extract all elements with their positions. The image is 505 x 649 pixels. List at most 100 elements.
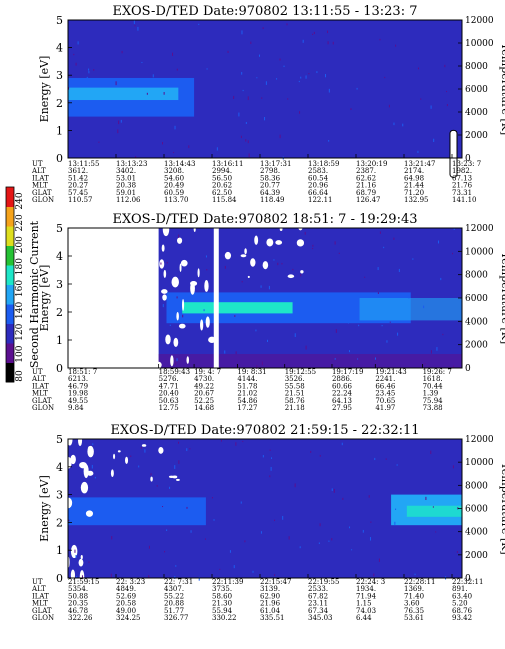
table-cell: 60.66: [332, 382, 353, 390]
speckle: [247, 140, 249, 144]
table-cell: 52.69: [116, 592, 136, 600]
speckle: [452, 465, 454, 469]
table-cell: 13:21:47: [404, 160, 435, 168]
table-cell: 335.51: [260, 614, 285, 622]
table-cell: 13:16:11: [212, 160, 243, 168]
table-cell: 46.78: [68, 607, 88, 615]
noise-blob: [172, 475, 178, 479]
table-cell: 51.78: [237, 382, 257, 390]
table-cell: 20.35: [68, 600, 88, 608]
colorbar: 80 100 120 140 160 180 200 220 240 Second Harmoni…: [5, 186, 41, 383]
speckle: [333, 488, 335, 493]
speckle: [241, 30, 243, 35]
speckle: [262, 27, 264, 30]
y2-tick-label: 8000: [465, 481, 488, 491]
table-cell: 21.96: [260, 600, 281, 608]
table-cell: 12.75: [159, 404, 179, 412]
speckle: [332, 41, 334, 45]
speckle: [395, 44, 397, 47]
table-cell: 20.67: [194, 390, 214, 398]
speckle: [319, 523, 321, 527]
table-cell: 141.10: [452, 196, 477, 204]
y2-tick-label: 6000: [465, 85, 488, 95]
speckle: [299, 111, 301, 114]
speckle: [211, 497, 213, 499]
table-cell: 3735.: [212, 585, 232, 593]
speckle: [235, 442, 237, 446]
speckle: [118, 120, 120, 125]
table-cell: 6213.: [68, 375, 88, 383]
speckle: [148, 545, 150, 549]
table-cell: 2994.: [212, 167, 232, 175]
speckle: [316, 71, 318, 74]
speckle: [417, 67, 419, 70]
table-cell: 21.30: [212, 600, 232, 608]
table-cell: 68.76: [452, 607, 473, 615]
noise-blob: [180, 259, 188, 267]
speckle: [73, 53, 75, 56]
speckle: [433, 138, 435, 142]
table-cell: 4730.: [194, 375, 214, 383]
speckle: [385, 458, 387, 460]
noise-blob: [186, 356, 190, 364]
speckle: [121, 50, 123, 54]
speckle: [204, 538, 206, 540]
noise-blob: [279, 226, 283, 232]
y2-tick-label: 6000: [465, 505, 488, 515]
table-cell: 891.: [452, 585, 468, 593]
speckle: [338, 252, 340, 254]
table-cell: 64.98: [404, 174, 424, 182]
y-tick-label: 3: [56, 489, 63, 502]
table-cell: 330.22: [212, 614, 237, 622]
speckle: [134, 25, 136, 27]
speckle: [259, 54, 261, 57]
speckle: [91, 464, 93, 469]
speckle: [75, 555, 77, 559]
colorbar-segment: [6, 362, 14, 383]
speckle: [169, 324, 171, 327]
speckle: [279, 134, 281, 139]
speckle: [452, 365, 454, 368]
speckle: [274, 574, 276, 577]
table-cell: 4144.: [237, 375, 257, 383]
speckle: [446, 104, 448, 107]
speckle: [270, 457, 272, 459]
table-cell: 20.96: [308, 182, 329, 190]
table-cell: 60.59: [164, 189, 184, 197]
table-cell: 3402.: [116, 167, 136, 175]
speckle: [241, 280, 243, 283]
table-cell: 22:32:11: [452, 578, 483, 586]
table-cell: 20.77: [260, 182, 280, 190]
speckle: [213, 519, 215, 521]
speckle: [438, 240, 440, 244]
speckle: [260, 531, 262, 534]
speckle: [175, 362, 177, 365]
noise-blob: [250, 258, 256, 267]
y2-tick-label: 8000: [465, 271, 488, 281]
table-cell: 19:12:55: [285, 368, 316, 376]
panel-title: EXOS-D/TED Date:970802 18:51: 7 - 19:29:…: [113, 212, 418, 227]
table-cell: 21.44: [404, 182, 425, 190]
speckle: [331, 538, 333, 541]
speckle: [420, 98, 422, 100]
y2-tick-label: 2000: [465, 131, 488, 141]
table-cell: 53.01: [116, 174, 136, 182]
table-cell: 322.26: [68, 614, 93, 622]
table-row-label: GLAT: [32, 397, 52, 405]
colorbar-tick-label: 160: [15, 280, 25, 297]
low-energy-strip: [158, 354, 462, 368]
table-cell: 67.34: [308, 607, 329, 615]
y2-tick-label: 6000: [465, 294, 488, 304]
noise-blob: [161, 244, 165, 252]
table-row-label: MLT: [32, 182, 48, 190]
speckle: [377, 267, 379, 271]
y-tick-label: 5: [56, 14, 63, 27]
speckle: [252, 570, 254, 573]
table-row-label: GLAT: [32, 189, 52, 197]
y2-tick-label: 10000: [465, 39, 494, 49]
speckle: [162, 304, 164, 308]
table-row-label: ILAT: [32, 592, 49, 600]
speckle: [327, 30, 329, 34]
speckle: [241, 72, 243, 75]
table-cell: 6.44: [356, 614, 372, 622]
